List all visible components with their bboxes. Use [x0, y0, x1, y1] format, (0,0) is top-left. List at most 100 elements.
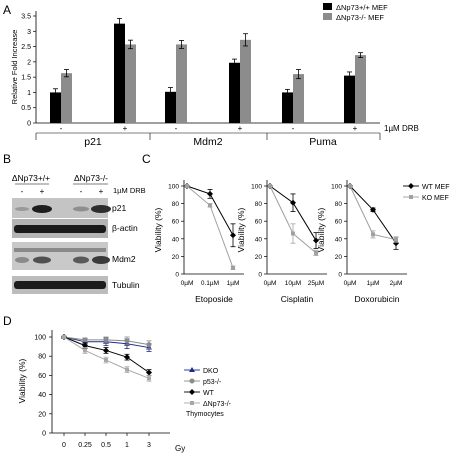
panel-c-subplot-doxorubicin: Viability (%) 0 20 40 60 80 100 0µM 1µM 2µM Doxoru… — [316, 180, 407, 304]
panel-a-treatment-note: 1µM DRB — [384, 124, 419, 133]
panel-c-ytick-label: 60 — [172, 219, 180, 226]
panel-c-ytick-label: 20 — [335, 254, 343, 261]
panel-a-bar — [293, 74, 304, 123]
blot-label-tubulin: Tubulin — [112, 280, 140, 290]
panel-c-data-point — [348, 184, 352, 188]
panel-c-ylabel: Viability (%) — [316, 207, 326, 252]
panel-d-data-point — [124, 354, 130, 361]
panel-c-ytick-label: 60 — [255, 219, 263, 226]
blot-label-mdm2: Mdm2 — [112, 254, 136, 264]
panel-a-ytick-label: 3.5 — [21, 14, 31, 21]
blot-band — [73, 256, 89, 264]
panel-a-bar — [229, 62, 240, 123]
panel-d-data-point — [147, 376, 151, 381]
panel-a-ytick-label: 3 — [27, 29, 31, 36]
panel-a-treatment-label: + — [123, 124, 128, 133]
legend-label: p53-/- — [203, 379, 222, 386]
panel-c-ylabel: Viability (%) — [153, 207, 163, 252]
panel-c-ylabel: Viability (%) — [236, 207, 246, 252]
panel-c-xtick-label: 0µM — [344, 280, 357, 287]
panel-c-data-point — [268, 184, 272, 188]
panel-c-data-point — [370, 206, 376, 213]
panel-d-ytick-label: 100 — [34, 335, 46, 342]
panel-d-data-point — [83, 348, 87, 353]
panel-c-data-point — [393, 240, 399, 247]
panel-a-ytick-label: 2 — [27, 59, 31, 66]
legend-label: ΔNp73+/+ MEF — [336, 3, 388, 12]
blot-band — [15, 257, 29, 263]
blot-label-p21: p21 — [112, 203, 126, 213]
blot-lane-label: - — [80, 187, 83, 196]
panel-c-ytick-label: 80 — [335, 201, 343, 208]
panel-c-ytick-label: 20 — [255, 254, 263, 261]
panel-a-bar — [61, 73, 72, 123]
panel-d-data-point — [146, 369, 152, 376]
panel-c-xtick-label: 0µM — [264, 280, 277, 287]
blot-genotype-header: ΔNp73+/+ — [12, 173, 50, 183]
panel-d-xtick-label: 0.25 — [78, 442, 92, 449]
panel-label-a: A — [3, 3, 11, 17]
panel-c-ytick-label: 100 — [251, 184, 262, 191]
panel-a-treatment-label: + — [353, 124, 358, 133]
panel-a-bar — [355, 55, 366, 124]
panel-c-xlabel: Cisplatin — [281, 294, 314, 304]
panel-d-ylabel: Viability (%) — [17, 358, 27, 403]
panel-a-bar — [125, 44, 136, 123]
panel-c-data-point — [185, 184, 189, 188]
panel-c-ytick-label: 20 — [172, 254, 180, 261]
panel-c-data-point — [207, 190, 213, 197]
panel-c-xtick-label: 0µM — [181, 280, 194, 287]
panel-c-xtick-label: 1µM — [227, 280, 240, 287]
panel-c-xtick-label: 10µM — [285, 280, 301, 287]
panel-c-data-point — [231, 265, 235, 270]
panel-c-ytick-label: 40 — [255, 236, 263, 243]
panel-a-group-label: Puma — [309, 136, 337, 148]
panel-c-data-point — [313, 237, 319, 244]
panel-d-ytick-label: 40 — [38, 392, 46, 399]
panel-a-bar — [165, 91, 176, 123]
panel-c-data-point — [230, 232, 236, 239]
blot-band — [33, 256, 51, 264]
panel-c-data-point — [290, 199, 296, 206]
blot-lane-label: + — [40, 187, 45, 196]
panel-c-xlabel: Etoposide — [195, 294, 233, 304]
blot-lane-label: + — [99, 187, 104, 196]
panel-d-data-point — [146, 342, 152, 348]
blot-mdm2-membrane — [12, 242, 108, 270]
panel-a-ytick-label: 1.5 — [21, 75, 31, 82]
legend-diamond-marker — [189, 389, 195, 395]
panel-d-xtick-label: 3 — [147, 442, 151, 449]
panel-label-b: B — [3, 152, 11, 166]
panel-d-ytick-label: 0 — [42, 431, 46, 438]
panel-a-ylabel: Relative Fold Increase — [10, 30, 19, 105]
panel-c-ytick-label: 40 — [335, 236, 343, 243]
blot-band — [73, 206, 89, 212]
panel-a-bar — [176, 44, 187, 123]
legend-label: KO MEF — [422, 195, 449, 202]
blot-band — [32, 205, 52, 213]
blot-treatment-note: 1µM DRB — [113, 186, 146, 195]
panel-a-bar — [240, 39, 251, 123]
panel-d-data-point — [104, 358, 108, 363]
legend-square-marker — [190, 401, 194, 405]
panel-d-x-unit: Gy — [175, 444, 185, 453]
panel-a-treatment-label: - — [175, 124, 178, 133]
blot-band — [91, 205, 111, 213]
panel-d-data-point — [125, 367, 129, 372]
panel-c-ytick-label: 100 — [331, 184, 342, 191]
panel-a-treatment-label: + — [238, 124, 243, 133]
panel-c-ytick-label: 0 — [258, 272, 262, 279]
panel-c-ytick-label: 40 — [172, 236, 180, 243]
panel-c-data-point — [371, 232, 375, 237]
panel-c-xtick-label: 0.1µM — [201, 280, 219, 287]
blot-band — [15, 207, 29, 211]
panel-d-ytick-label: 60 — [38, 373, 46, 380]
panel-c-data-point — [208, 203, 212, 208]
blot-band — [14, 248, 106, 252]
panel-a-ytick-label: 1 — [27, 90, 31, 97]
panel-c-data-point — [394, 237, 398, 242]
panel-c-data-point — [291, 231, 295, 236]
panel-c-data-point — [314, 250, 318, 255]
